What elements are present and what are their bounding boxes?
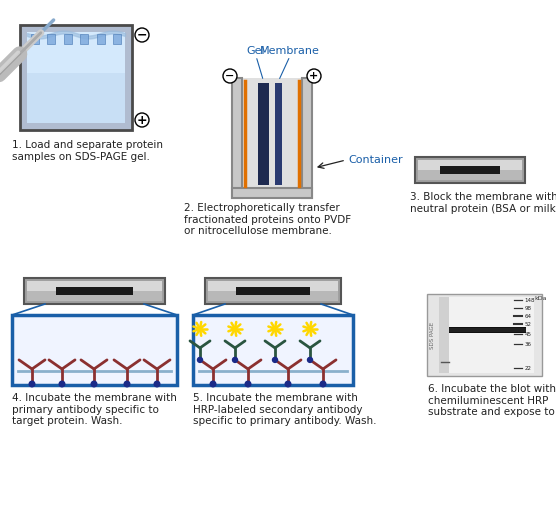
Circle shape bbox=[59, 381, 65, 387]
FancyBboxPatch shape bbox=[205, 278, 341, 304]
FancyBboxPatch shape bbox=[80, 34, 88, 44]
Text: +: + bbox=[137, 114, 147, 127]
FancyBboxPatch shape bbox=[426, 294, 542, 376]
Circle shape bbox=[135, 113, 149, 127]
Circle shape bbox=[272, 357, 277, 362]
Text: 98: 98 bbox=[524, 306, 532, 311]
FancyBboxPatch shape bbox=[56, 287, 133, 295]
Text: 2. Electrophoretically transfer
fractionated proteins onto PVDF
or nitrocellulos: 2. Electrophoretically transfer fraction… bbox=[184, 203, 351, 236]
FancyBboxPatch shape bbox=[440, 166, 500, 174]
FancyBboxPatch shape bbox=[232, 78, 242, 198]
Circle shape bbox=[210, 381, 216, 387]
Text: 45: 45 bbox=[524, 331, 532, 337]
Text: 6. Incubate the blot with
chemiluminescent HRP
substrate and expose to film.: 6. Incubate the blot with chemiluminesce… bbox=[428, 384, 556, 417]
FancyBboxPatch shape bbox=[449, 328, 525, 332]
FancyBboxPatch shape bbox=[27, 291, 162, 301]
FancyBboxPatch shape bbox=[31, 34, 39, 44]
FancyBboxPatch shape bbox=[275, 83, 282, 185]
FancyBboxPatch shape bbox=[47, 34, 56, 44]
Circle shape bbox=[320, 381, 326, 387]
Text: kDa: kDa bbox=[534, 296, 547, 301]
Circle shape bbox=[272, 326, 277, 331]
Circle shape bbox=[223, 69, 237, 83]
Text: Gel: Gel bbox=[247, 46, 265, 56]
FancyBboxPatch shape bbox=[24, 278, 165, 304]
FancyBboxPatch shape bbox=[12, 315, 177, 385]
Circle shape bbox=[135, 28, 149, 42]
Text: 52: 52 bbox=[524, 322, 532, 327]
Text: −: − bbox=[225, 71, 235, 81]
Text: 64: 64 bbox=[524, 313, 532, 318]
Text: 4. Incubate the membrane with
primary antibody specific to
target protein. Wash.: 4. Incubate the membrane with primary an… bbox=[12, 393, 177, 426]
Circle shape bbox=[29, 381, 35, 387]
Circle shape bbox=[245, 381, 251, 387]
FancyBboxPatch shape bbox=[97, 34, 105, 44]
FancyBboxPatch shape bbox=[439, 297, 449, 373]
Circle shape bbox=[124, 381, 130, 387]
Text: Membrane: Membrane bbox=[260, 46, 320, 56]
Text: −: − bbox=[137, 28, 147, 41]
FancyBboxPatch shape bbox=[27, 32, 125, 123]
FancyBboxPatch shape bbox=[236, 287, 310, 295]
Circle shape bbox=[307, 357, 312, 362]
Text: 148: 148 bbox=[524, 297, 535, 302]
FancyBboxPatch shape bbox=[113, 34, 121, 44]
Circle shape bbox=[232, 357, 237, 362]
Text: 22: 22 bbox=[524, 366, 532, 371]
Text: SDS PAGE: SDS PAGE bbox=[430, 322, 435, 348]
FancyBboxPatch shape bbox=[302, 78, 312, 198]
FancyBboxPatch shape bbox=[64, 34, 72, 44]
Text: +: + bbox=[309, 71, 319, 81]
Circle shape bbox=[197, 357, 202, 362]
FancyBboxPatch shape bbox=[242, 78, 302, 188]
Text: 5. Incubate the membrane with
HRP-labeled secondary antibody
specific to primary: 5. Incubate the membrane with HRP-labele… bbox=[193, 393, 376, 426]
Text: 1. Load and separate protein
samples on SDS-PAGE gel.: 1. Load and separate protein samples on … bbox=[12, 140, 163, 162]
FancyBboxPatch shape bbox=[415, 157, 525, 183]
FancyBboxPatch shape bbox=[449, 327, 525, 333]
Circle shape bbox=[307, 326, 312, 331]
FancyBboxPatch shape bbox=[418, 170, 522, 180]
Circle shape bbox=[232, 326, 237, 331]
Text: Container: Container bbox=[348, 155, 403, 165]
FancyBboxPatch shape bbox=[258, 83, 269, 185]
Circle shape bbox=[154, 381, 160, 387]
Circle shape bbox=[285, 381, 291, 387]
FancyBboxPatch shape bbox=[418, 160, 522, 170]
FancyBboxPatch shape bbox=[27, 32, 125, 73]
FancyBboxPatch shape bbox=[232, 188, 312, 198]
Text: 3. Block the membrane with
neutral protein (BSA or milk).: 3. Block the membrane with neutral prote… bbox=[410, 192, 556, 214]
FancyBboxPatch shape bbox=[208, 281, 338, 291]
FancyBboxPatch shape bbox=[208, 291, 338, 301]
Text: 36: 36 bbox=[524, 342, 532, 346]
FancyBboxPatch shape bbox=[20, 25, 132, 130]
Circle shape bbox=[307, 69, 321, 83]
FancyBboxPatch shape bbox=[439, 297, 534, 373]
Circle shape bbox=[91, 381, 97, 387]
FancyBboxPatch shape bbox=[27, 281, 162, 291]
FancyBboxPatch shape bbox=[193, 315, 353, 385]
Circle shape bbox=[197, 326, 202, 331]
